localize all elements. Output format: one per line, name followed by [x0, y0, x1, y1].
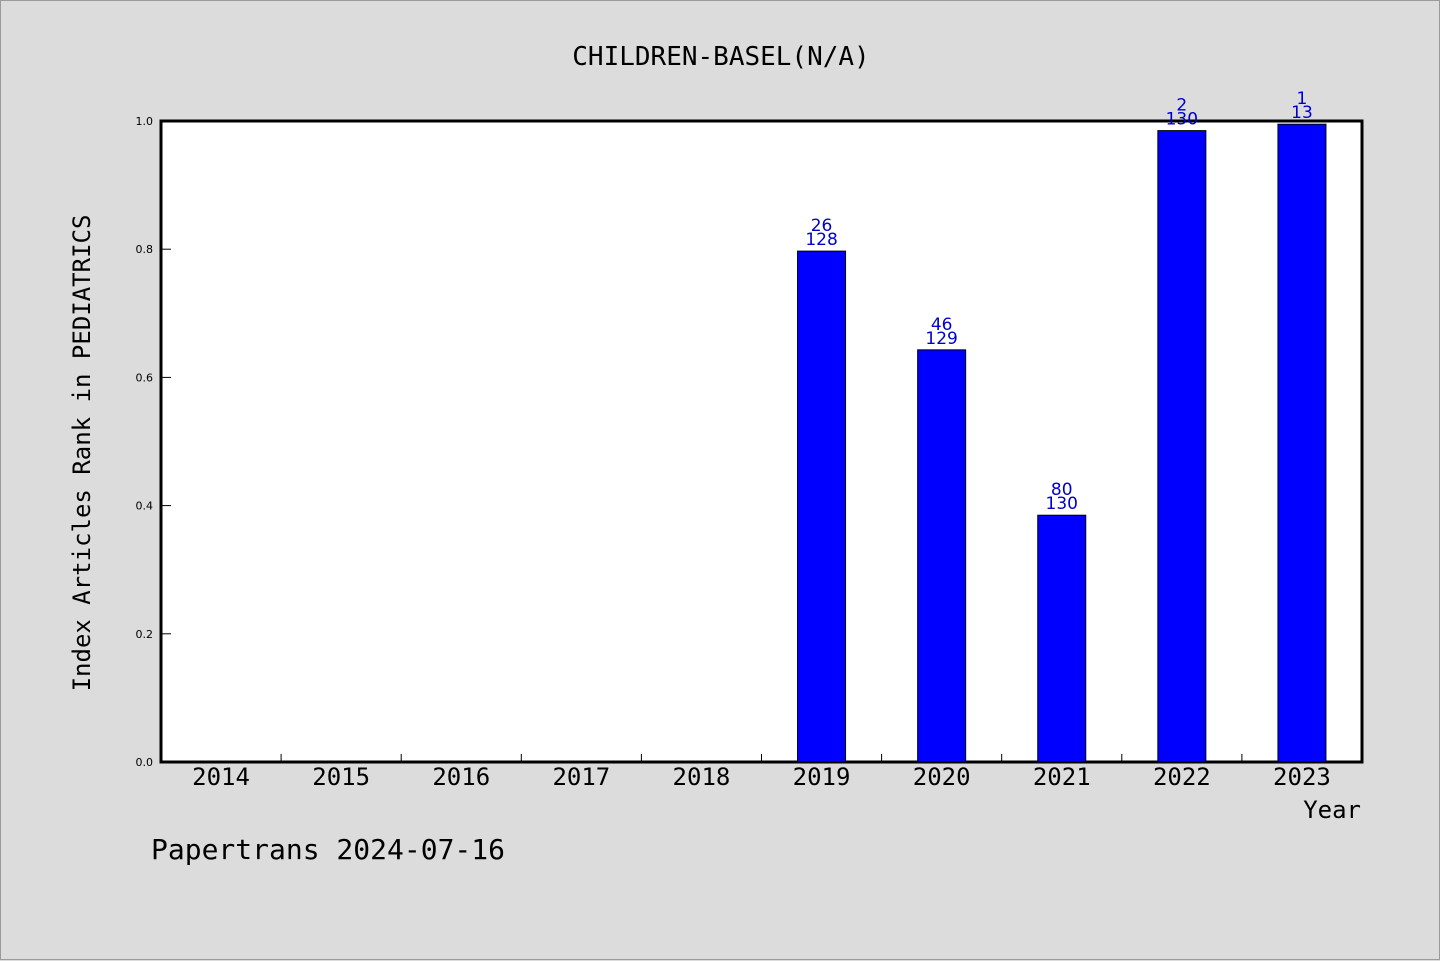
bar [1037, 514, 1087, 763]
x-tick-label: 2014 [192, 763, 250, 791]
bar-label-rank: 1 [1297, 89, 1308, 109]
x-tick-label: 2019 [793, 763, 851, 791]
bar-label-total: 13 [1291, 103, 1313, 123]
y-tick-label: 0.0 [136, 756, 154, 769]
bar [917, 349, 967, 763]
bars-group [797, 123, 1327, 763]
y-tick-label: 0.4 [136, 500, 154, 513]
bar-label-rank: 2 [1176, 96, 1187, 116]
x-tick-label: 2017 [552, 763, 610, 791]
bar [1277, 123, 1327, 763]
x-axis: 2014 2015 2016 2017 2018 2019 2020 2021 2022 2023 [192, 754, 1331, 791]
y-tick-label: 1.0 [136, 115, 154, 128]
bar-label-total: 128 [805, 230, 837, 250]
x-tick-label: 2023 [1273, 763, 1331, 791]
y-tick-label: 0.8 [136, 243, 154, 256]
x-tick-label: 2015 [312, 763, 370, 791]
x-tick-label: 2021 [1033, 763, 1091, 791]
bar-label-rank: 46 [931, 315, 953, 335]
y-tick-label: 0.6 [136, 371, 154, 384]
bar-label-rank: 80 [1051, 480, 1073, 500]
x-tick-label: 2020 [913, 763, 971, 791]
bar-label-total: 130 [1046, 494, 1078, 514]
x-tick-label: 2022 [1153, 763, 1211, 791]
bar-label-rank: 26 [811, 216, 833, 236]
bar-label-total: 129 [925, 329, 957, 349]
bar [797, 250, 847, 763]
y-tick-label: 0.2 [136, 628, 154, 641]
chart-title: CHILDREN-BASEL(N/A) [572, 42, 869, 72]
footer-credit: Papertrans 2024-07-16 [151, 833, 506, 866]
x-axis-label: Year [1303, 796, 1361, 824]
x-tick-label: 2018 [673, 763, 731, 791]
y-axis-label: Index Articles Rank in PEDIATRICS [68, 215, 96, 692]
bar-label-total: 130 [1166, 110, 1198, 130]
bar [1157, 130, 1207, 763]
x-tick-label: 2016 [432, 763, 490, 791]
y-axis: 0.0 0.2 0.4 0.6 0.8 1.0 [136, 115, 171, 769]
